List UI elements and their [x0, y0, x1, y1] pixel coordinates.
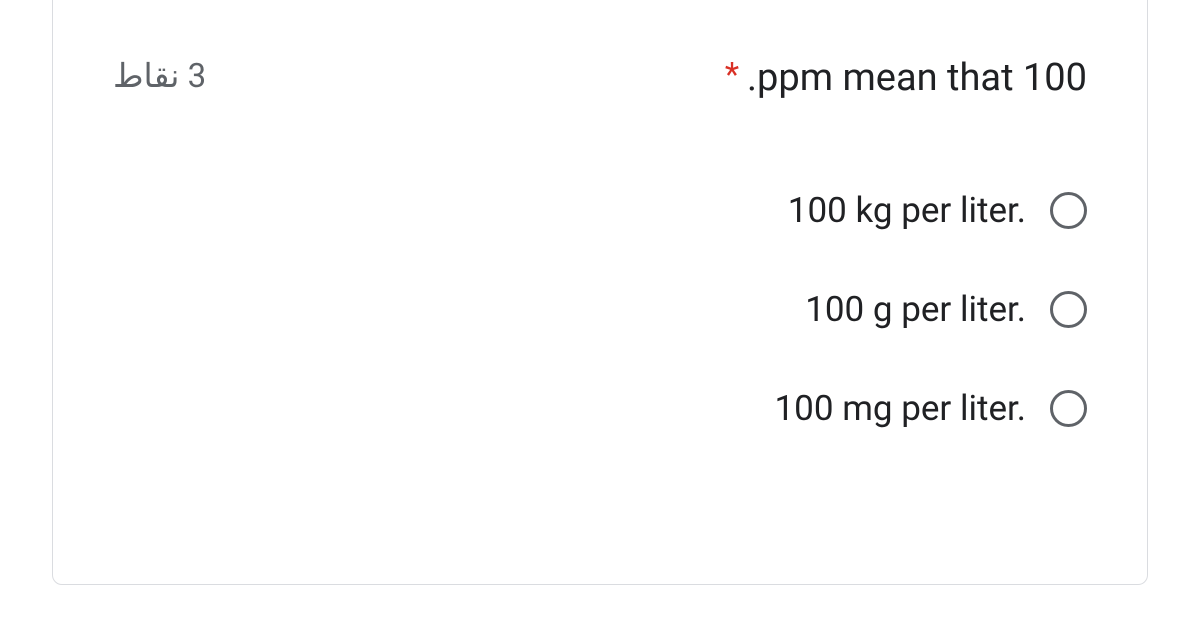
radio-option-2[interactable]: 100 g per liter.: [113, 289, 1087, 330]
options-list: 100 kg per liter. 100 g per liter. 100 m…: [113, 190, 1087, 429]
radio-circle-icon: [1050, 390, 1087, 427]
option-label: 100 g per liter.: [805, 289, 1026, 330]
question-title-wrap: * .ppm mean that 100: [725, 56, 1087, 100]
radio-circle-icon: [1050, 291, 1087, 328]
option-label: 100 kg per liter.: [788, 190, 1026, 231]
radio-option-3[interactable]: 100 mg per liter.: [113, 388, 1087, 429]
option-label: 100 mg per liter.: [775, 388, 1027, 429]
question-header: 3 نقاط * .ppm mean that 100: [113, 56, 1087, 100]
radio-circle-icon: [1050, 192, 1087, 229]
points-label: 3 نقاط: [113, 56, 206, 96]
question-title: .ppm mean that 100: [747, 56, 1087, 100]
required-asterisk-icon: *: [725, 59, 739, 92]
radio-option-1[interactable]: 100 kg per liter.: [113, 190, 1087, 231]
question-card: 3 نقاط * .ppm mean that 100 100 kg per l…: [52, 0, 1148, 585]
